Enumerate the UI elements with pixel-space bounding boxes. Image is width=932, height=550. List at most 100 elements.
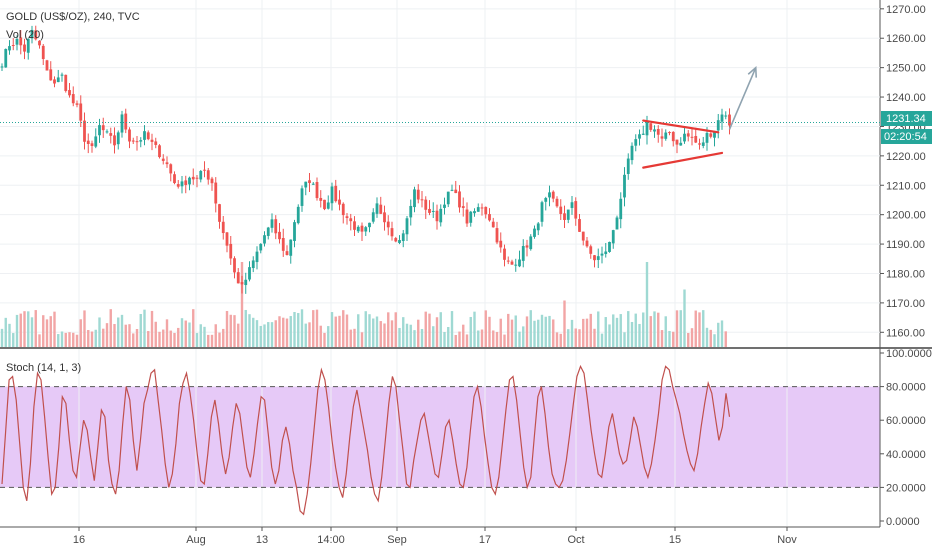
candle-body	[668, 132, 671, 134]
volume-bar	[229, 314, 232, 347]
candle-body	[255, 251, 259, 263]
volume-bar	[308, 322, 311, 347]
candle-body	[439, 208, 443, 223]
volume-bar	[574, 328, 577, 347]
volume-bar	[364, 311, 367, 347]
volume-bar	[514, 315, 517, 347]
candle-body	[383, 212, 386, 223]
candle-body	[281, 238, 285, 251]
projection-arrow-head	[747, 65, 758, 78]
volume-bar	[304, 323, 307, 347]
volume-bar	[349, 329, 352, 347]
candle-body	[34, 30, 38, 40]
candle-body	[150, 139, 154, 142]
candle-body	[41, 45, 45, 60]
candle-body	[690, 136, 694, 138]
stoch-axis-label: 80.0000	[886, 382, 926, 394]
volume-bar	[87, 330, 90, 347]
candle-body	[139, 140, 143, 142]
candle-body	[38, 40, 41, 46]
candle-body	[536, 223, 540, 231]
volume-bar	[0, 328, 4, 347]
volume-bar	[162, 329, 165, 347]
volume-bar	[454, 334, 457, 347]
volume-bar	[630, 321, 634, 347]
volume-layer	[0, 262, 727, 347]
candle-body	[8, 46, 11, 51]
candle-body	[371, 212, 375, 222]
candle-body	[330, 186, 334, 204]
volume-bar	[30, 317, 34, 347]
volume-bar	[627, 311, 630, 347]
volume-bar	[180, 318, 184, 347]
volume-bar	[255, 320, 259, 347]
candle-body	[229, 243, 233, 259]
candle-body	[656, 129, 660, 135]
candle-body	[225, 232, 229, 246]
candle-body	[23, 44, 26, 52]
time-axis-label: 14:00	[317, 534, 345, 546]
volume-bar	[409, 324, 412, 347]
volume-bar	[458, 331, 461, 347]
volume-bar	[582, 318, 585, 347]
candle-body	[578, 219, 581, 232]
candle-body	[266, 227, 270, 236]
stoch-axis-label: 60.0000	[886, 415, 926, 427]
candle-body	[671, 131, 675, 142]
volume-bar	[75, 334, 79, 347]
volume-bar	[510, 319, 514, 347]
price-axis-label: 1260.00	[886, 33, 926, 45]
volume-bar	[173, 332, 176, 347]
volume-bar	[334, 316, 337, 347]
candle-body	[259, 243, 263, 251]
candle-body	[326, 202, 330, 209]
volume-bar	[267, 322, 270, 347]
candle-body	[653, 129, 656, 132]
candle-body	[394, 238, 398, 242]
volume-bar	[522, 326, 525, 347]
candle-body	[263, 235, 266, 244]
volume-bar	[668, 330, 671, 347]
last-price-badge	[881, 111, 932, 126]
volume-bar	[375, 316, 379, 347]
candle-body	[180, 181, 184, 187]
candle-body	[184, 180, 188, 186]
candle-body	[593, 255, 596, 261]
candle-body	[158, 145, 161, 158]
candle-body	[113, 135, 116, 146]
candle-body	[56, 77, 60, 83]
volume-bar	[484, 310, 487, 347]
candle-body	[574, 201, 578, 219]
volume-bar	[338, 315, 341, 347]
candle-body	[533, 228, 536, 237]
candle-body	[338, 199, 341, 205]
volume-bar	[38, 334, 41, 347]
candle-body	[11, 45, 15, 47]
volume-bar	[353, 328, 356, 347]
price-axis-label: 1220.00	[886, 151, 926, 163]
candle-body	[611, 230, 615, 244]
volume-bar	[702, 310, 705, 347]
volume-bar	[233, 315, 236, 347]
candle-body	[420, 199, 424, 201]
candle-body	[608, 241, 611, 252]
candle-body	[679, 142, 683, 146]
volume-bar	[533, 320, 536, 347]
candle-body	[476, 207, 480, 212]
price-axis-label: 1250.00	[886, 63, 926, 75]
candle-body	[683, 133, 686, 142]
volume-bar	[225, 310, 229, 347]
volume-bar	[188, 322, 191, 347]
candle-body	[53, 79, 56, 84]
candle-body	[491, 221, 495, 228]
volume-bar	[154, 321, 157, 347]
candle-body	[128, 129, 131, 142]
candle-body	[105, 131, 109, 133]
stoch-axis-label: 100.0000	[886, 348, 932, 360]
candle-body	[664, 132, 668, 139]
candle-body	[71, 94, 75, 104]
volume-bar	[357, 314, 360, 347]
volume-bar	[42, 315, 45, 347]
time-axis-label: Aug	[186, 534, 206, 546]
volume-bar	[698, 312, 701, 347]
